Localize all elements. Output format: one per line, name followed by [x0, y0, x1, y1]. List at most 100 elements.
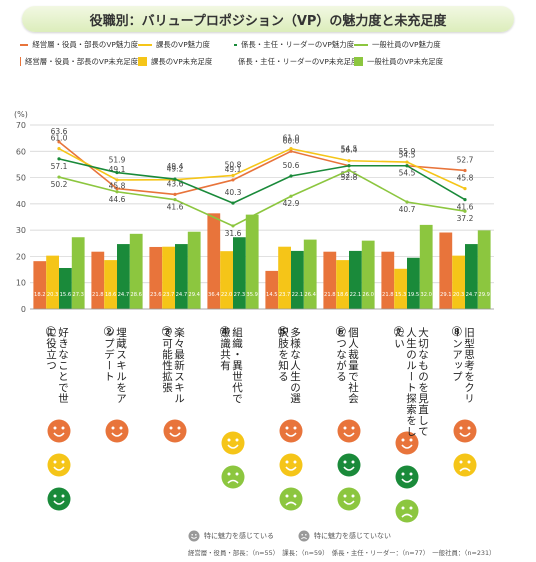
category-number: ⑤ — [277, 325, 289, 340]
line-point — [115, 178, 119, 182]
bar — [336, 260, 349, 309]
line-point — [173, 198, 177, 202]
line-value-label: 41.6 — [457, 203, 474, 212]
happy-face-icon — [337, 487, 361, 511]
bar — [220, 251, 233, 309]
line-point — [347, 159, 351, 163]
line-value-label: 49.1 — [225, 165, 242, 174]
bar-value-label: 22.1 — [292, 292, 304, 298]
bar-value-label: 29.4 — [188, 292, 200, 298]
line-value-label: 60.0 — [283, 136, 300, 145]
legend-bar-swatch — [138, 57, 147, 66]
category-number: ④ — [219, 325, 231, 340]
bar-value-label: 20.3 — [47, 292, 59, 298]
legend-line-row: 経営層・役員・部長のVP魅力度 課長のVP魅力度 係長・主任・リーダーのVP魅力度 一… — [20, 36, 520, 53]
legend-bar-swatch — [354, 57, 363, 66]
line-value-label: 61.0 — [283, 134, 300, 143]
line-value-label: 61.0 — [51, 134, 68, 143]
line-value-label: 52.5 — [341, 171, 358, 180]
sad-face-icon — [395, 499, 419, 523]
bar-value-label: 18.6 — [105, 292, 117, 298]
line-point — [231, 173, 235, 178]
line-value-label: 49.2 — [167, 165, 184, 174]
line-point — [463, 209, 467, 213]
bar — [175, 244, 188, 309]
line-point — [405, 160, 409, 164]
line-value-label: 50.2 — [51, 180, 68, 189]
bar-value-label: 27.3 — [234, 292, 246, 298]
line-value-label: 54.5 — [399, 151, 416, 160]
category-label: 個人裁量で社会とつながる — [335, 327, 359, 404]
category-number: ③ — [161, 325, 173, 340]
bar — [207, 213, 221, 309]
happy-face-icon — [163, 419, 187, 443]
category-label: 楽々最新スキルで可能性拡張 — [161, 327, 185, 404]
line-value-label: 54.5 — [341, 145, 358, 154]
line-point — [347, 168, 351, 172]
line-point — [231, 201, 235, 205]
line-point — [231, 178, 235, 182]
legend-bar-swatch — [20, 57, 22, 66]
happy-face-icon — [453, 419, 477, 443]
happy-face-icon — [337, 419, 361, 443]
happy-face-icon — [47, 487, 71, 511]
line-value-label: 49.4 — [167, 162, 184, 171]
bar-value-label: 28.6 — [130, 292, 142, 298]
line-point — [289, 174, 293, 178]
bar — [162, 246, 175, 309]
line-point — [463, 198, 467, 202]
bar-value-label: 27.3 — [72, 292, 84, 298]
bar-value-label: 29.9 — [478, 292, 490, 298]
legend-line-label: 係長・主任・リーダーのVP魅力度 — [241, 40, 354, 49]
line-point — [57, 157, 61, 161]
bar — [245, 214, 259, 309]
bar — [71, 237, 85, 309]
bar — [149, 246, 163, 309]
happy-face-icon — [47, 453, 71, 477]
legend-line-swatch — [354, 43, 368, 46]
line-series — [58, 147, 466, 190]
line-series — [58, 169, 466, 227]
line-point — [173, 177, 177, 181]
bar — [278, 246, 291, 309]
line-value-label: 45.8 — [457, 174, 474, 183]
y-tick-label: 70 — [16, 121, 26, 130]
y-axis-unit: (%) — [14, 110, 28, 119]
line-value-label: 40.3 — [225, 188, 242, 197]
line-value-label: 56.4 — [341, 146, 358, 155]
happy-face-legend-icon — [188, 530, 200, 542]
line-point — [57, 147, 61, 151]
sample-size-note: 経営層・役員・部長：（n=55） 課長：（n=59） 係長・主任・リーダー：（n… — [188, 549, 496, 557]
line-point — [115, 187, 119, 191]
category-number: ⑧ — [451, 325, 463, 340]
legend-line-item: 課長のVP魅力度 — [138, 39, 234, 50]
line-point — [405, 200, 409, 204]
bar-value-label: 15.6 — [60, 292, 72, 298]
line-value-label: 37.2 — [457, 214, 474, 223]
line-point — [115, 190, 119, 194]
sad-face-icon — [453, 453, 477, 477]
line-point — [231, 224, 235, 228]
line-point — [289, 194, 293, 198]
line-value-label: 45.8 — [109, 182, 126, 191]
legend-bar-item: 係長・主任・リーダーのVP未充足度 — [234, 56, 358, 67]
legend-line-swatch — [234, 43, 238, 46]
sad-face-icon — [221, 465, 245, 489]
legend-bar-label: 課長のVP未充足度 — [151, 57, 213, 66]
bar-value-label: 23.7 — [279, 292, 291, 298]
happy-face-icon — [337, 453, 361, 477]
y-tick-label: 0 — [21, 305, 26, 314]
legend-bar-label: 一般社員のVP未充足度 — [367, 57, 444, 66]
line-point — [463, 187, 467, 191]
bar-value-label: 36.4 — [208, 292, 220, 298]
line-value-label: 54.5 — [399, 169, 416, 178]
category-label: 多様な人生の選択肢を知る — [277, 327, 301, 404]
legend-line-label: 一般社員のVP魅力度 — [372, 40, 441, 49]
category-number: ① — [45, 325, 57, 340]
line-point — [289, 149, 293, 153]
category-label: 好きなことで世に役立つ — [45, 327, 69, 404]
bar-value-label: 26.0 — [362, 292, 374, 298]
bar-value-label: 32.0 — [420, 292, 432, 298]
bar — [465, 244, 478, 309]
line-value-label: 49.1 — [109, 165, 126, 174]
